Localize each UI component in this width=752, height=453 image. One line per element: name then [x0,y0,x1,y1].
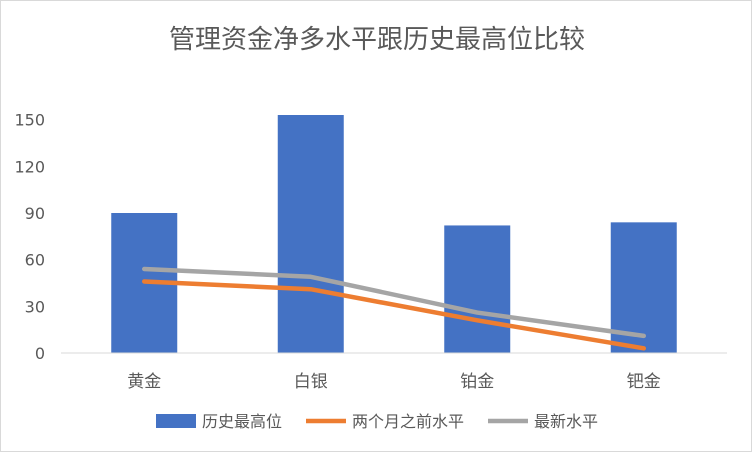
legend: 历史最高位 两个月之前水平 最新水平 [156,412,598,431]
line-series [142,266,646,351]
x-category-label: 白银 [294,372,328,392]
y-tick-label: 60 [25,251,45,270]
series-line [142,266,646,339]
legend-marker [156,414,196,428]
y-tick-label: 120 [14,157,45,176]
legend-label: 最新水平 [534,412,598,431]
x-category-label: 铂金 [460,372,494,392]
series-line [142,279,646,351]
x-category-label: 黄金 [127,372,161,392]
bar [277,115,344,353]
chart-title: 管理资金净多水平跟历史最高位比较 [169,25,585,55]
bar [444,225,511,353]
y-axis-ticks: 0 30 60 90 120 150 [14,111,45,363]
x-category-label: 钯金 [627,372,661,392]
y-tick-label: 150 [14,111,45,130]
x-axis-categories: 黄金 白银 铂金 钯金 [127,372,661,392]
y-tick-label: 30 [25,297,45,316]
legend-label: 两个月之前水平 [352,412,464,431]
bar-series [111,115,677,353]
legend-label: 历史最高位 [202,412,282,431]
y-tick-label: 0 [35,344,45,363]
y-tick-label: 90 [25,204,45,223]
